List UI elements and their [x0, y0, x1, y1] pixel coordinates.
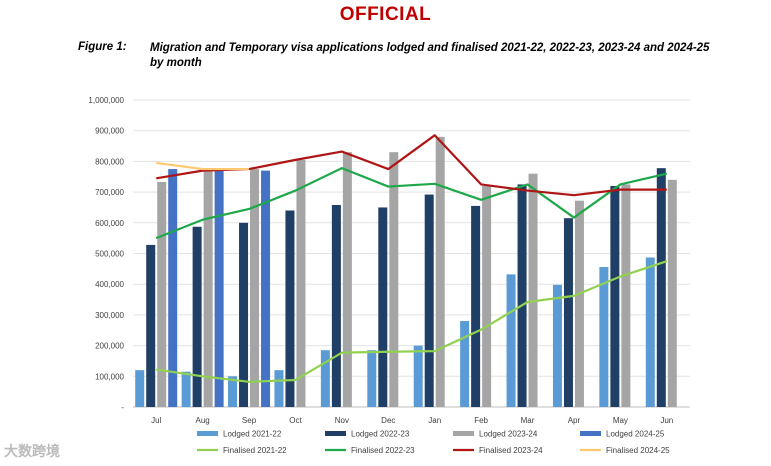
- bar: [656, 168, 666, 407]
- x-tick-label: Jun: [660, 416, 673, 425]
- bar: [261, 170, 271, 407]
- figure-label: Figure 1:: [78, 41, 127, 53]
- official-banner: OFFICIAL: [339, 4, 432, 25]
- bar: [146, 244, 156, 407]
- bar: [181, 371, 191, 407]
- x-tick-label: Jan: [428, 416, 441, 425]
- x-tick-label: Aug: [196, 416, 210, 425]
- y-tick-label: 600,000: [95, 219, 124, 228]
- bar: [435, 136, 445, 407]
- x-tick-label: Apr: [568, 416, 581, 425]
- x-tick-label: Feb: [474, 416, 488, 425]
- bar: [460, 321, 470, 407]
- bar: [250, 169, 260, 407]
- series-line: [156, 260, 668, 383]
- bar: [599, 267, 609, 407]
- watermark-logo: 大数跨境: [4, 443, 60, 459]
- bar: [367, 350, 377, 407]
- bar: [517, 184, 527, 407]
- legend-swatch: [580, 431, 601, 436]
- y-tick-label: 700,000: [95, 188, 124, 197]
- bar: [192, 226, 202, 407]
- bar: [667, 179, 677, 407]
- bar: [296, 159, 306, 407]
- bar: [506, 274, 516, 407]
- y-tick-label: 800,000: [95, 157, 124, 166]
- legend-label: Finalised 2021-22: [223, 446, 287, 455]
- legend-label: Lodged 2023-24: [479, 430, 538, 439]
- bar: [563, 218, 573, 407]
- x-tick-label: Oct: [289, 416, 302, 425]
- y-tick-label: 900,000: [95, 127, 124, 136]
- x-tick-label: Sep: [242, 416, 257, 425]
- bar: [203, 169, 213, 407]
- x-tick-label: Nov: [335, 416, 349, 425]
- bar: [482, 185, 492, 407]
- bar: [528, 173, 538, 407]
- legend-label: Finalised 2023-24: [479, 446, 543, 455]
- bar: [574, 200, 584, 407]
- legend-label: Lodged 2024-25: [606, 430, 665, 439]
- series-line: [156, 161, 250, 171]
- bar: [320, 350, 330, 407]
- x-tick-label: Dec: [381, 416, 395, 425]
- bar: [274, 370, 284, 407]
- bar: [413, 345, 423, 407]
- y-tick-label: 1,000,000: [88, 96, 124, 105]
- legend-swatch: [453, 431, 474, 436]
- legend-label: Lodged 2021-22: [223, 430, 282, 439]
- bar: [645, 257, 655, 407]
- y-tick-label: -: [121, 403, 124, 412]
- bar: [135, 370, 145, 407]
- y-tick-label: 300,000: [95, 311, 124, 320]
- bar: [552, 284, 562, 407]
- bar: [342, 152, 352, 407]
- bar: [389, 152, 399, 407]
- bar: [239, 222, 249, 407]
- bar: [610, 185, 620, 407]
- y-tick-label: 500,000: [95, 250, 124, 259]
- bar: [378, 207, 388, 407]
- y-tick-label: 200,000: [95, 342, 124, 351]
- bar: [168, 169, 178, 407]
- x-tick-label: Mar: [521, 416, 535, 425]
- bar: [228, 376, 238, 407]
- legend-swatch: [197, 431, 218, 436]
- y-tick-label: 100,000: [95, 372, 124, 381]
- bar: [157, 181, 167, 407]
- x-tick-label: Jul: [151, 416, 161, 425]
- bar: [214, 170, 224, 407]
- bar: [471, 205, 481, 407]
- series-line: [155, 167, 668, 240]
- bar: [424, 194, 434, 407]
- legend-label: Lodged 2022-23: [351, 430, 410, 439]
- bar: [331, 204, 341, 407]
- bar: [621, 184, 631, 407]
- legend-swatch: [325, 431, 346, 436]
- x-tick-label: May: [613, 416, 628, 425]
- bar: [285, 210, 295, 407]
- y-tick-label: 400,000: [95, 280, 124, 289]
- figure-title: Migration and Temporary visa application…: [150, 42, 710, 69]
- legend-label: Finalised 2022-23: [351, 446, 415, 455]
- legend-label: Finalised 2024-25: [606, 446, 670, 455]
